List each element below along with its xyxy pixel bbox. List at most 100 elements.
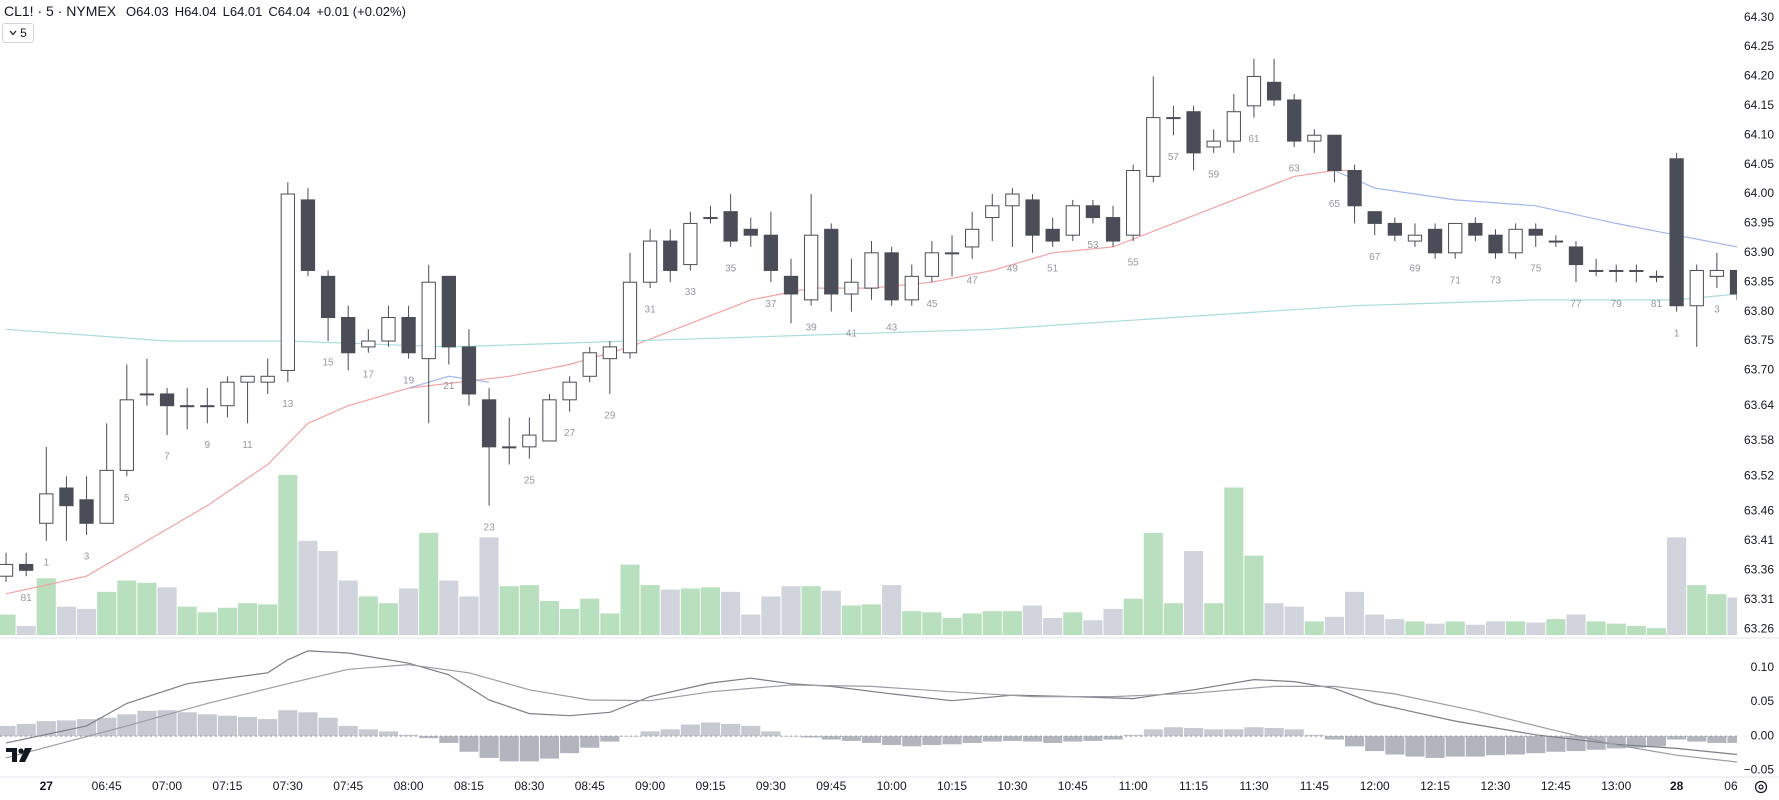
bar-number-label: 41: [846, 328, 858, 339]
candle-body: [240, 375, 255, 383]
candle-body: [481, 399, 497, 448]
candle-body: [683, 222, 698, 266]
macd-histogram-bar: [137, 710, 157, 737]
candle-body: [1226, 111, 1241, 142]
interval-button[interactable]: 5: [2, 23, 34, 43]
bar-number-label: 29: [604, 411, 616, 422]
time-tick-label: 11:00: [1119, 779, 1148, 793]
volume-bar: [137, 582, 157, 635]
time-tick-label: 09:30: [756, 779, 786, 793]
volume-bar: [721, 591, 741, 635]
macd-histogram-bar: [660, 729, 680, 737]
macd-histogram-bar: [942, 736, 962, 745]
volume-bar: [882, 585, 902, 635]
candle-body: [220, 381, 235, 407]
bar-number-label: 7: [164, 452, 170, 463]
legend-change: +0.01 (+0.02%): [316, 3, 406, 19]
volume-bar: [1546, 619, 1566, 635]
candle-body: [1105, 217, 1121, 242]
volume-bar: [1687, 585, 1707, 635]
macd-histogram-bar: [1485, 736, 1506, 756]
candle-body: [1186, 111, 1201, 154]
legend-high: H64.04: [174, 3, 217, 19]
time-tick-label: 10:00: [877, 779, 907, 793]
time-tick-label: 08:30: [514, 779, 544, 793]
volume-bar: [479, 537, 499, 635]
candle-body: [1065, 205, 1080, 236]
volume-bar: [539, 600, 560, 635]
macd-histogram-bar: [1304, 734, 1324, 737]
candle-body: [1468, 222, 1483, 236]
time-tick-label: 11:45: [1300, 779, 1329, 793]
candle-body: [884, 252, 899, 301]
settings-icon[interactable]: [1754, 780, 1768, 794]
candle-body: [1548, 240, 1563, 243]
price-tick-label: 63.58: [1744, 433, 1774, 447]
volume-bar: [238, 603, 258, 635]
macd-histogram-bar: [36, 721, 56, 737]
macd-histogram-bar: [821, 736, 841, 740]
time-tick-label: 07:15: [212, 779, 242, 793]
macd-histogram-bar: [1143, 729, 1163, 737]
volume-bar: [1244, 555, 1264, 635]
volume-bar: [1646, 628, 1667, 635]
bar-number-label: 55: [1128, 258, 1140, 269]
volume-bar: [1224, 487, 1244, 635]
bar-number-label: 71: [1450, 275, 1462, 286]
volume-bar: [1385, 619, 1405, 635]
macd-histogram-bar: [1445, 736, 1465, 757]
candle-body: [79, 499, 94, 524]
candle-body: [401, 317, 416, 354]
bar-number-label: 17: [363, 369, 375, 380]
volume-bar: [76, 608, 97, 635]
candle-body: [562, 381, 577, 401]
candle-body: [1669, 158, 1684, 307]
macd-histogram-bar: [1183, 727, 1204, 737]
volume-bar: [298, 540, 318, 635]
macd-histogram-bar: [338, 725, 358, 737]
macd-histogram-bar: [962, 736, 982, 743]
candle-body: [763, 234, 779, 271]
volume-bar: [157, 587, 177, 635]
macd-histogram-bar: [600, 736, 620, 742]
candle-body: [1146, 117, 1161, 177]
time-tick-label: 08:45: [575, 779, 605, 793]
candle-body: [1166, 117, 1181, 120]
macd-histogram-bar: [1727, 736, 1737, 743]
macd-histogram-bar: [1667, 736, 1687, 740]
bar-number-label: 81: [21, 593, 33, 604]
macd-histogram-bar: [16, 723, 36, 737]
bar-number-label: 59: [1208, 170, 1220, 181]
volume-bar: [902, 611, 922, 635]
bar-number-label: 45: [926, 299, 938, 310]
price-tick-label: 64.15: [1744, 98, 1774, 112]
candle-body: [59, 487, 74, 507]
candle-body: [260, 375, 275, 383]
price-tick-label: 64.10: [1744, 127, 1774, 141]
time-tick-label: 07:30: [273, 779, 303, 793]
price-tick-label: 64.20: [1744, 69, 1774, 83]
macd-histogram-bar: [1043, 736, 1063, 743]
macd-histogram-bar: [419, 736, 439, 739]
candle-body: [381, 317, 396, 342]
bar-number-label: 11: [242, 440, 253, 451]
macd-histogram-bar: [1224, 729, 1244, 737]
volume-bar: [620, 564, 640, 635]
macd-histogram-bar: [902, 736, 922, 747]
bar-number-label: 1: [44, 558, 50, 569]
price-tick-label: 63.75: [1744, 333, 1774, 347]
time-tick-label: 12:30: [1480, 779, 1510, 793]
candle-body: [522, 434, 537, 448]
bar-number-label: 77: [1570, 299, 1582, 310]
volume-bar: [761, 596, 781, 635]
candle-body: [200, 405, 215, 408]
price-tick-label: 63.90: [1744, 245, 1774, 259]
volume-bar: [1123, 598, 1143, 635]
candle-body: [39, 493, 54, 524]
candle-body: [1085, 205, 1101, 219]
bar-number-label: 15: [323, 358, 335, 369]
volume-bar: [519, 585, 539, 635]
price-tick-label: 63.46: [1744, 504, 1774, 518]
bar-number-label: 35: [725, 264, 737, 275]
macd-histogram-bar: [1324, 736, 1345, 740]
